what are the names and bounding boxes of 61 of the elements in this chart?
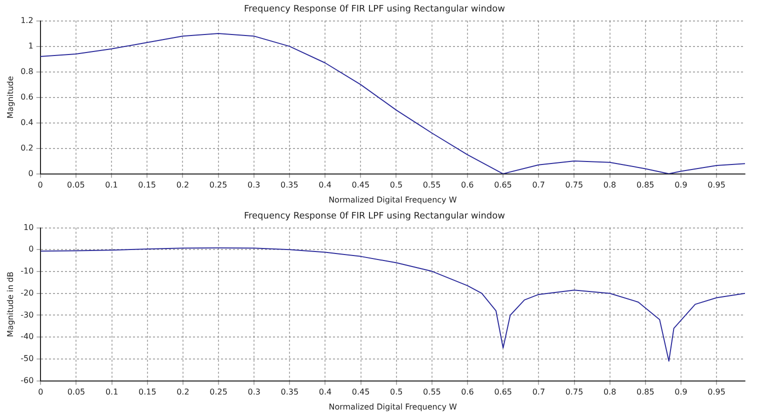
- x-tick-label: 0.55: [423, 388, 441, 397]
- x-tick-label: 0.8: [603, 388, 616, 397]
- x-tick-label: 0.35: [280, 180, 298, 190]
- x-tick-label: 0.05: [67, 388, 86, 397]
- y-tick-label: -50: [20, 354, 34, 364]
- y-tick-label: -60: [20, 376, 34, 385]
- x-tick-label: 0.95: [708, 388, 726, 397]
- x-tick-label: 0.5: [390, 180, 403, 190]
- y-axis-title: Magnitude in dB: [6, 272, 15, 337]
- y-tick-label: -40: [20, 332, 34, 342]
- y-tick-label: 0.8: [20, 66, 34, 76]
- x-tick-label: 0.5: [390, 388, 403, 397]
- x-tick-label: 0.3: [248, 388, 260, 397]
- x-tick-label: 0.3: [247, 180, 260, 190]
- x-tick-label: 0.8: [603, 180, 616, 190]
- x-tick-label: 0.4: [318, 180, 332, 190]
- x-tick-label: 0.9: [674, 388, 688, 397]
- x-tick-label: 0.75: [565, 388, 584, 397]
- x-tick-label: 0.45: [352, 180, 370, 190]
- x-axis-title: Normalized Digital Frequency W: [328, 402, 458, 412]
- y-tick-label: 1.2: [20, 16, 34, 25]
- x-tick-label: 0: [38, 180, 43, 190]
- x-tick-label: 0.1: [105, 388, 118, 397]
- y-tick-label: 0: [28, 244, 34, 254]
- y-tick-label: 0.4: [20, 118, 34, 127]
- x-tick-label: 0.25: [210, 388, 228, 397]
- x-tick-label: 0.65: [494, 388, 512, 397]
- chart-title: Frequency Response 0f FIR LPF using Rectangular window: [244, 212, 506, 222]
- y-tick-label: 0: [28, 168, 34, 178]
- x-tick-label: 0.85: [636, 388, 654, 397]
- x-tick-label: 0.6: [461, 388, 474, 397]
- x-tick-label: 0.9: [674, 180, 688, 190]
- x-tick-label: 0: [38, 388, 44, 397]
- x-tick-label: 0.55: [422, 180, 441, 190]
- x-tick-label: 0.15: [138, 388, 156, 397]
- x-tick-label: 0.2: [176, 388, 190, 397]
- x-tick-label: 0.35: [280, 388, 299, 397]
- x-tick-label: 0.2: [176, 180, 190, 190]
- y-tick-label: 10: [23, 222, 34, 232]
- x-tick-label: 0.1: [105, 180, 118, 190]
- x-axis-title: Normalized Digital Frequency W: [328, 195, 457, 204]
- x-tick-label: 0.95: [708, 180, 726, 190]
- x-tick-label: 0.75: [565, 180, 584, 190]
- y-axis-title: Magnitude: [6, 76, 15, 118]
- x-tick-label: 0.05: [67, 180, 85, 190]
- x-tick-label: 0.4: [318, 388, 332, 397]
- y-tick-label: -10: [20, 266, 34, 276]
- x-tick-label: 0.85: [636, 180, 654, 190]
- x-tick-label: 0.65: [494, 180, 512, 190]
- x-tick-label: 0.25: [209, 180, 228, 190]
- y-tick-label: 0.6: [20, 92, 34, 102]
- y-tick-label: -30: [20, 310, 34, 320]
- y-tick-label: -20: [20, 288, 34, 298]
- x-tick-label: 0.7: [532, 180, 545, 190]
- x-tick-label: 0.15: [138, 180, 156, 190]
- x-tick-label: 0.6: [461, 180, 474, 190]
- y-tick-label: 0.2: [20, 143, 34, 152]
- y-tick-label: 1: [28, 41, 34, 50]
- x-tick-label: 0.7: [532, 388, 546, 397]
- x-tick-label: 0.45: [352, 388, 370, 397]
- chart-title: Frequency Response 0f FIR LPF using Rectangular window: [244, 4, 506, 15]
